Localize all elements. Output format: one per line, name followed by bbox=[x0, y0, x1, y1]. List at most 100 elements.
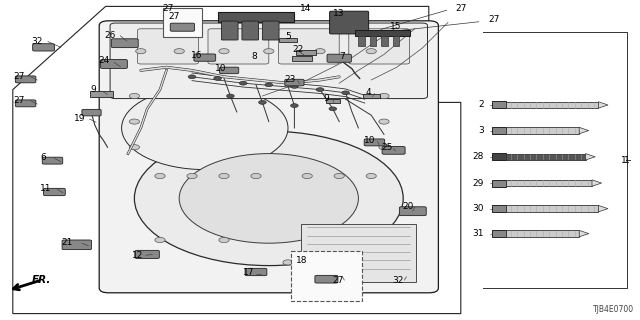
Circle shape bbox=[129, 119, 140, 124]
Bar bbox=[506, 102, 598, 108]
Polygon shape bbox=[579, 127, 589, 134]
Circle shape bbox=[347, 260, 357, 265]
Circle shape bbox=[379, 93, 389, 99]
Bar bbox=[90, 91, 113, 97]
Bar bbox=[492, 205, 506, 212]
Circle shape bbox=[315, 49, 325, 54]
Text: 30: 30 bbox=[472, 204, 484, 213]
Text: 19: 19 bbox=[74, 114, 86, 123]
Text: 27: 27 bbox=[332, 276, 344, 285]
Bar bbox=[381, 36, 388, 46]
Circle shape bbox=[291, 104, 298, 108]
Circle shape bbox=[334, 173, 344, 179]
Circle shape bbox=[155, 237, 165, 243]
FancyBboxPatch shape bbox=[330, 11, 369, 34]
Bar bbox=[393, 36, 399, 46]
Circle shape bbox=[366, 173, 376, 179]
Text: 10: 10 bbox=[364, 136, 376, 145]
FancyBboxPatch shape bbox=[208, 29, 269, 64]
Circle shape bbox=[219, 49, 229, 54]
Text: 1: 1 bbox=[624, 156, 630, 164]
Text: 9: 9 bbox=[90, 85, 95, 94]
FancyBboxPatch shape bbox=[62, 240, 92, 250]
Text: 28: 28 bbox=[472, 152, 484, 161]
Circle shape bbox=[316, 88, 324, 92]
FancyBboxPatch shape bbox=[100, 60, 127, 68]
Circle shape bbox=[366, 49, 376, 54]
Text: 22: 22 bbox=[292, 45, 303, 54]
FancyBboxPatch shape bbox=[15, 76, 36, 83]
Circle shape bbox=[136, 49, 146, 54]
Circle shape bbox=[379, 145, 389, 150]
Bar bbox=[296, 50, 316, 55]
Circle shape bbox=[129, 93, 140, 99]
Circle shape bbox=[302, 173, 312, 179]
Bar bbox=[492, 180, 506, 187]
Circle shape bbox=[219, 237, 229, 243]
Circle shape bbox=[129, 145, 140, 150]
Text: 27: 27 bbox=[455, 4, 467, 13]
FancyBboxPatch shape bbox=[42, 157, 63, 164]
FancyBboxPatch shape bbox=[138, 29, 198, 64]
FancyBboxPatch shape bbox=[242, 21, 259, 40]
Circle shape bbox=[329, 107, 337, 111]
FancyBboxPatch shape bbox=[111, 39, 138, 48]
Text: 24: 24 bbox=[98, 56, 109, 65]
FancyBboxPatch shape bbox=[278, 29, 339, 64]
FancyBboxPatch shape bbox=[33, 44, 54, 51]
Text: 27: 27 bbox=[13, 72, 25, 81]
Text: 32: 32 bbox=[392, 276, 404, 285]
Text: FR.: FR. bbox=[32, 275, 51, 285]
Text: 6: 6 bbox=[41, 153, 46, 162]
Bar bbox=[301, 224, 416, 282]
Text: 23: 23 bbox=[284, 75, 296, 84]
FancyBboxPatch shape bbox=[245, 268, 267, 276]
FancyBboxPatch shape bbox=[194, 54, 216, 61]
Bar bbox=[492, 230, 506, 237]
Bar bbox=[355, 30, 410, 36]
FancyBboxPatch shape bbox=[44, 188, 65, 196]
Text: 2: 2 bbox=[478, 100, 484, 109]
FancyBboxPatch shape bbox=[135, 250, 159, 259]
Bar bbox=[492, 101, 506, 108]
Bar bbox=[291, 251, 362, 301]
Text: 32: 32 bbox=[31, 37, 43, 46]
FancyBboxPatch shape bbox=[364, 139, 385, 146]
Circle shape bbox=[134, 131, 403, 266]
Text: 20: 20 bbox=[403, 202, 414, 211]
Text: 3: 3 bbox=[478, 126, 484, 135]
Text: 14: 14 bbox=[300, 4, 312, 12]
Polygon shape bbox=[598, 102, 608, 108]
Bar bbox=[292, 56, 312, 61]
Text: 15: 15 bbox=[390, 22, 401, 31]
FancyBboxPatch shape bbox=[327, 54, 351, 62]
Bar bbox=[363, 94, 380, 98]
FancyBboxPatch shape bbox=[15, 100, 36, 107]
FancyBboxPatch shape bbox=[262, 21, 279, 40]
Circle shape bbox=[251, 173, 261, 179]
Text: 17: 17 bbox=[243, 268, 254, 277]
Circle shape bbox=[379, 119, 389, 124]
Circle shape bbox=[122, 86, 288, 170]
Polygon shape bbox=[598, 205, 608, 212]
FancyBboxPatch shape bbox=[170, 23, 195, 31]
Text: 1: 1 bbox=[621, 156, 627, 164]
Text: 4: 4 bbox=[365, 88, 371, 97]
FancyBboxPatch shape bbox=[382, 147, 405, 154]
Text: 27: 27 bbox=[163, 4, 174, 12]
Bar bbox=[506, 127, 579, 134]
Bar bbox=[492, 153, 506, 160]
Bar bbox=[506, 230, 579, 237]
Circle shape bbox=[188, 75, 196, 79]
Text: 13: 13 bbox=[333, 9, 345, 18]
Text: 9: 9 bbox=[323, 94, 328, 103]
Text: 27: 27 bbox=[488, 15, 500, 24]
Text: 29: 29 bbox=[472, 179, 484, 188]
Text: 7: 7 bbox=[340, 52, 345, 61]
Bar bbox=[218, 12, 294, 22]
FancyBboxPatch shape bbox=[349, 29, 410, 64]
Bar bbox=[326, 99, 340, 102]
Circle shape bbox=[187, 173, 197, 179]
Text: 31: 31 bbox=[472, 229, 484, 238]
Text: 8: 8 bbox=[252, 52, 257, 61]
